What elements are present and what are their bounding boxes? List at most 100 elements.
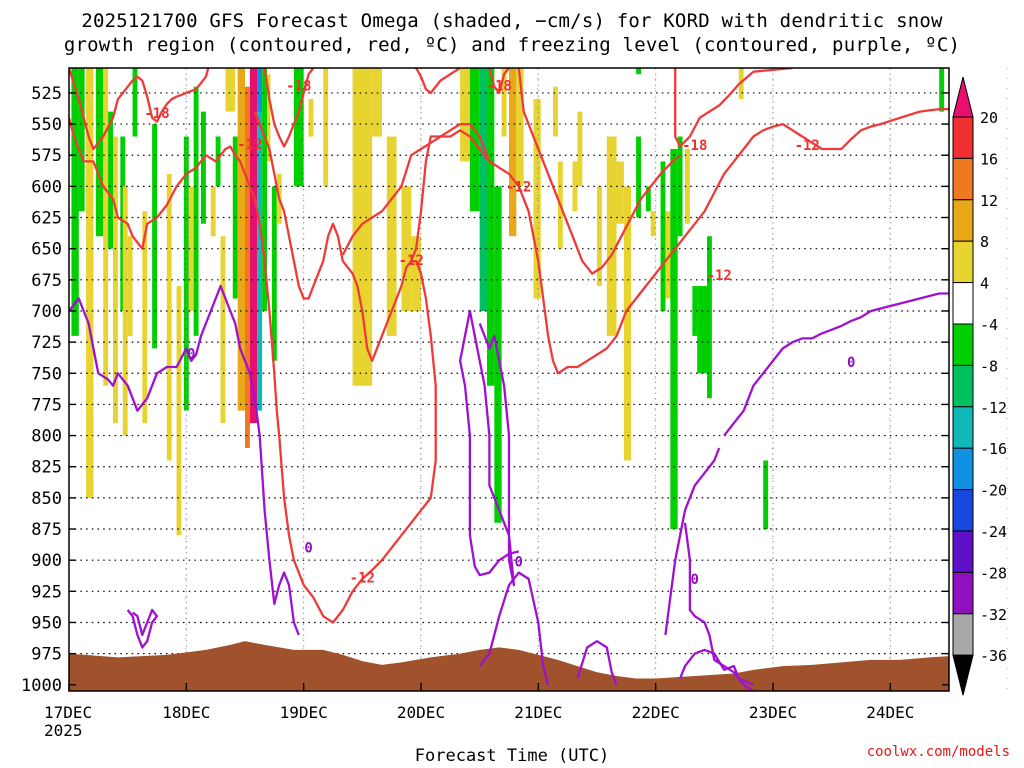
colorbar-swatch	[952, 282, 974, 325]
dgz-contour-label: -18	[144, 106, 169, 122]
colorbar-legend: 20 16 12 8 4 -4 -8 -12 -16 -20 -24 -28 -32 -36	[952, 76, 1007, 696]
dgz-contour-line	[415, 68, 461, 95]
omega-cell	[188, 186, 194, 311]
omega-cell	[201, 111, 206, 224]
freezing-contour-line	[664, 447, 721, 636]
dgz-contour-label: -12	[237, 137, 262, 153]
omega-cell	[479, 68, 487, 311]
y-tick-label: 525	[31, 84, 62, 104]
freezing-contour-line	[679, 648, 754, 686]
colorbar-swatch	[952, 571, 974, 615]
y-tick-label: 875	[31, 520, 62, 540]
dgz-contour-line	[488, 68, 510, 95]
dgz-contours	[69, 68, 949, 624]
y-tick-label: 700	[31, 302, 62, 322]
omega-cell	[660, 161, 666, 311]
omega-cell	[386, 136, 397, 336]
dgz-contour-line	[69, 68, 210, 151]
freezing-level-contours	[69, 284, 949, 691]
omega-cell	[257, 68, 263, 112]
colorbar-swatch	[952, 447, 974, 491]
colorbar-label: -16	[980, 440, 1007, 458]
x-tick-label: 20DEC	[397, 703, 445, 722]
freezing-contour-line	[478, 571, 550, 686]
omega-cell	[215, 136, 221, 187]
omega-cell	[577, 111, 583, 187]
colorbar-under-triangle	[952, 654, 974, 696]
colorbar-label: -20	[980, 482, 1007, 500]
omega-cell	[257, 68, 263, 411]
omega-cell	[323, 68, 329, 187]
colorbar-swatch	[952, 489, 974, 532]
omega-cell	[193, 86, 199, 336]
y-tick-label: 950	[31, 613, 62, 633]
omega-cell	[469, 68, 480, 212]
y-tick-label: 675	[31, 271, 62, 291]
colorbar-label: -28	[980, 564, 1007, 582]
y-tick-label: 975	[31, 645, 62, 665]
colorbar-swatch	[952, 240, 974, 284]
dgz-contour-label: -12	[399, 253, 424, 269]
omega-shading	[71, 68, 945, 536]
colorbar-swatch	[952, 116, 974, 159]
site-credit[interactable]: coolwx.com/models	[866, 744, 1010, 760]
colorbar-swatch	[952, 364, 974, 408]
y-tick-label: 725	[31, 333, 62, 353]
omega-cell	[245, 86, 250, 449]
freezing-contour-line	[683, 522, 755, 691]
freezing-contour-label: 0	[187, 346, 195, 362]
dgz-contour-line	[674, 68, 793, 148]
colorbar-swatch	[952, 406, 974, 449]
y-tick-label: 1000	[21, 676, 62, 696]
colorbar-label: -24	[980, 523, 1007, 541]
y-tick-label: 775	[31, 395, 62, 415]
chart-title-line2: growth region (contoured, red, ºC) and f…	[63, 34, 961, 56]
omega-cell	[95, 68, 104, 237]
omega-cell	[372, 68, 382, 137]
omega-cell	[636, 68, 641, 75]
freezing-contour-line	[69, 284, 300, 636]
omega-cell	[553, 86, 558, 137]
omega-cell	[516, 68, 524, 187]
omega-cell	[166, 173, 172, 461]
colorbar-over-triangle	[952, 76, 974, 118]
surface-fill	[69, 641, 949, 691]
y-tick-label: 900	[31, 551, 62, 571]
colorbar-swatch	[952, 613, 974, 656]
x-axis-title: Forecast Time (UTC)	[414, 746, 610, 766]
freezing-contour-label: 0	[304, 541, 312, 557]
omega-cell	[267, 74, 271, 162]
omega-cell	[650, 211, 656, 237]
omega-cell	[220, 236, 226, 424]
omega-cell	[78, 68, 85, 212]
omega-cell	[308, 99, 314, 137]
omega-cell	[262, 68, 267, 311]
omega-cell	[183, 136, 189, 411]
omega-cell	[697, 286, 707, 374]
y-tick-label: 550	[31, 115, 62, 135]
omega-cell	[122, 186, 128, 436]
dgz-contour-line	[263, 68, 315, 148]
freezing-contour-line	[126, 608, 159, 649]
colorbar-label: 4	[980, 275, 989, 293]
dgz-contour-label: -12	[506, 179, 531, 195]
y-axis: 525 550 575 600 625 650 675 700 725 750 775 800 825 8…	[21, 84, 949, 696]
colorbar-label: -36	[980, 647, 1007, 665]
colorbar-label: 8	[980, 233, 989, 251]
omega-cell	[636, 136, 641, 218]
x-tick-label: 18DEC	[162, 703, 210, 722]
colorbar-swatch	[952, 530, 974, 573]
y-tick-label: 850	[31, 489, 62, 509]
omega-cell	[210, 186, 216, 237]
omega-cell	[616, 161, 624, 224]
omega-cell	[132, 68, 138, 137]
x-tick-label: 17DEC	[44, 703, 92, 722]
colorbar-label: -12	[980, 399, 1007, 417]
colorbar-label: 16	[980, 150, 998, 168]
y-tick-label: 825	[31, 458, 62, 478]
dgz-contour-line	[517, 68, 681, 275]
colorbar-label: -4	[980, 316, 998, 334]
dgz-contour-label: -18	[682, 138, 707, 154]
omega-cell	[142, 211, 148, 424]
